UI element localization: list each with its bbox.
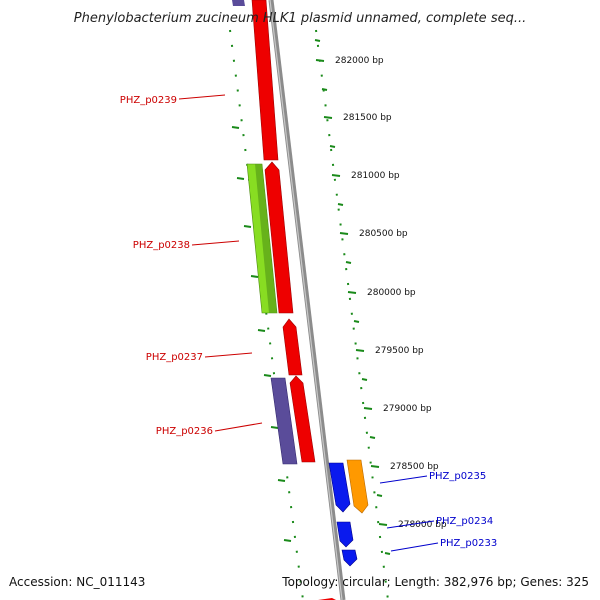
- accession-text: Accession: NC_011143: [9, 575, 145, 589]
- axis-tick-label: 281000 bp: [351, 171, 400, 181]
- gene-label-phz-p0236[interactable]: PHZ_p0236: [156, 426, 213, 437]
- axis-minor-tick: [384, 552, 391, 555]
- gene-feature-phz-p0236-purple[interactable]: [270, 377, 298, 465]
- inner-guide-tick: [250, 275, 259, 278]
- inner-guide-tick: [236, 177, 245, 180]
- inner-guide-tick: [243, 225, 252, 228]
- axis-tick-label: 280000 bp: [367, 288, 416, 298]
- gene-label-phz-p0233[interactable]: PHZ_p0233: [440, 538, 497, 549]
- gene-labels: PHZ_p0239 PHZ_p0238 PHZ_p0237 PHZ_p0236 PHZ_…: [120, 94, 497, 552]
- summary-text: Topology: circular; Length: 382,976 bp; …: [281, 575, 589, 589]
- axis-major-tick: [339, 232, 349, 235]
- sequence-backbone-highlight: [269, 0, 343, 600]
- gene-feature-phz-p0235-orange[interactable]: [346, 459, 369, 514]
- axis-minor-tick: [361, 378, 368, 381]
- axis-major-tick: [363, 407, 373, 410]
- gene-feature-phz-p0235-blue[interactable]: [328, 462, 351, 513]
- gene-leader-line-phz-p0233: [390, 542, 439, 552]
- axis-tick-label: 279000 bp: [383, 404, 432, 414]
- axis-minor-tick: [376, 494, 383, 497]
- axis-minor-tick: [329, 145, 336, 148]
- axis-minor-tick: [353, 320, 360, 323]
- gene-feature-phz-p0236-red[interactable]: [289, 375, 316, 463]
- gene-label-phz-p0239[interactable]: PHZ_p0239: [120, 95, 177, 106]
- axis-minor-tick: [337, 203, 344, 206]
- axis-tick-label: 278000 bp: [398, 520, 447, 530]
- gene-label-phz-p0234[interactable]: PHZ_p0234: [436, 516, 493, 527]
- gene-label-phz-p0238[interactable]: PHZ_p0238: [133, 240, 190, 251]
- axis-major-tick: [378, 523, 388, 526]
- map-title: Phenylobacterium zucineum HLK1 plasmid u…: [74, 11, 526, 26]
- axis-major-tick: [323, 116, 333, 119]
- axis-major-tick: [347, 291, 357, 294]
- sequence-axis: 282000 bp 281500 bp 281000 bp 280500 bp 2800…: [315, 56, 447, 530]
- gene-features: [232, 0, 369, 600]
- axis-tick-label: 280500 bp: [359, 229, 408, 239]
- gene-leader-line-phz-p0238: [191, 240, 240, 246]
- inner-guide-tick: [277, 479, 286, 482]
- gene-leader-line-phz-p0237: [204, 352, 253, 358]
- gene-feature-phz-p0238-lime-shade: [255, 164, 277, 313]
- inner-guide-tick: [270, 426, 279, 429]
- gene-label-phz-p0235[interactable]: PHZ_p0235: [429, 471, 486, 482]
- inner-guide-tick: [231, 126, 240, 129]
- axis-tick-label: 282000 bp: [335, 56, 384, 66]
- gene-leader-line-phz-p0234: [386, 520, 435, 529]
- minor-ticks: [231, 39, 391, 555]
- gene-label-phz-p0237[interactable]: PHZ_p0237: [146, 352, 203, 363]
- axis-major-tick: [370, 465, 380, 468]
- inner-guide-tick: [263, 374, 272, 377]
- axis-minor-tick: [345, 261, 352, 264]
- gene-feature-phz-p0234[interactable]: [336, 521, 354, 548]
- gene-feature-partial[interactable]: [232, 0, 245, 6]
- inner-guide-tick: [257, 329, 266, 332]
- axis-major-tick: [331, 174, 341, 177]
- sequence-backbone: [268, 0, 346, 600]
- gene-feature-phz-p0239[interactable]: [251, 0, 279, 161]
- inner-guide-tick: [283, 539, 292, 542]
- gene-leader-line-phz-p0239: [178, 94, 226, 100]
- gene-feature-phz-p0238-red[interactable]: [264, 161, 294, 314]
- axis-tick-label: 279500 bp: [375, 346, 424, 356]
- axis-major-tick: [315, 59, 325, 62]
- axis-minor-tick: [321, 88, 328, 91]
- gene-feature-phz-p0233[interactable]: [341, 549, 358, 567]
- axis-major-tick: [355, 349, 365, 352]
- axis-minor-tick: [314, 39, 321, 42]
- axis-minor-tick: [369, 436, 376, 439]
- axis-tick-label: 281500 bp: [343, 113, 392, 123]
- axis-tick-label: 278500 bp: [390, 462, 439, 472]
- gene-feature-phz-p0237[interactable]: [282, 318, 303, 376]
- gene-leader-line-phz-p0236: [214, 422, 263, 432]
- gene-leader-line-phz-p0235: [379, 475, 428, 484]
